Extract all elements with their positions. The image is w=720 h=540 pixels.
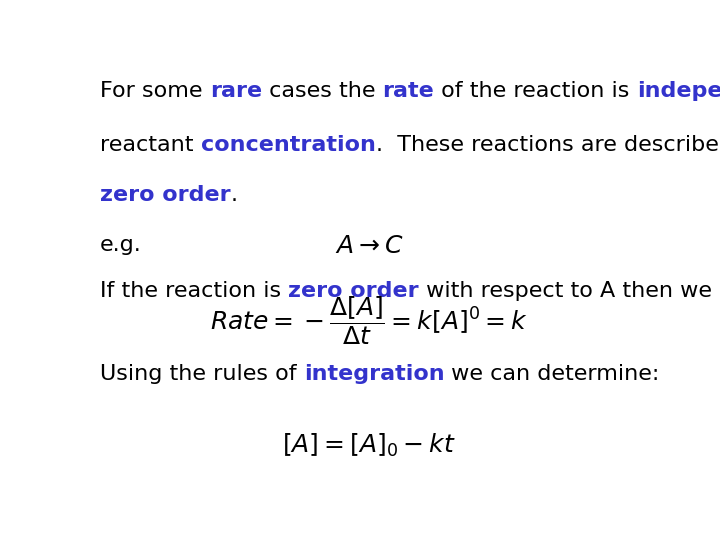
Text: .  These reactions are described as being: . These reactions are described as being [376,136,720,156]
Text: .: . [230,185,238,205]
Text: independent: independent [636,82,720,102]
Text: we can determine:: we can determine: [444,364,660,384]
Text: of the reaction is: of the reaction is [434,82,636,102]
Text: e.g.: e.g. [100,235,142,255]
Text: If the reaction is: If the reaction is [100,281,288,301]
Text: $A \rightarrow C$: $A \rightarrow C$ [335,235,403,258]
Text: For some: For some [100,82,210,102]
Text: rate: rate [382,82,434,102]
Text: with respect to A then we would write:: with respect to A then we would write: [419,281,720,301]
Text: $[A] = [A]_0 - kt$: $[A] = [A]_0 - kt$ [282,431,456,459]
Text: rare: rare [210,82,262,102]
Text: zero order: zero order [288,281,419,301]
Text: concentration: concentration [201,136,376,156]
Text: integration: integration [304,364,444,384]
Text: reactant: reactant [100,136,201,156]
Text: Using the rules of: Using the rules of [100,364,304,384]
Text: $Rate = -\dfrac{\Delta[A]}{\Delta t} = k[A]^0 = k$: $Rate = -\dfrac{\Delta[A]}{\Delta t} = k… [210,294,528,347]
Text: zero order: zero order [100,185,230,205]
Text: cases the: cases the [262,82,382,102]
